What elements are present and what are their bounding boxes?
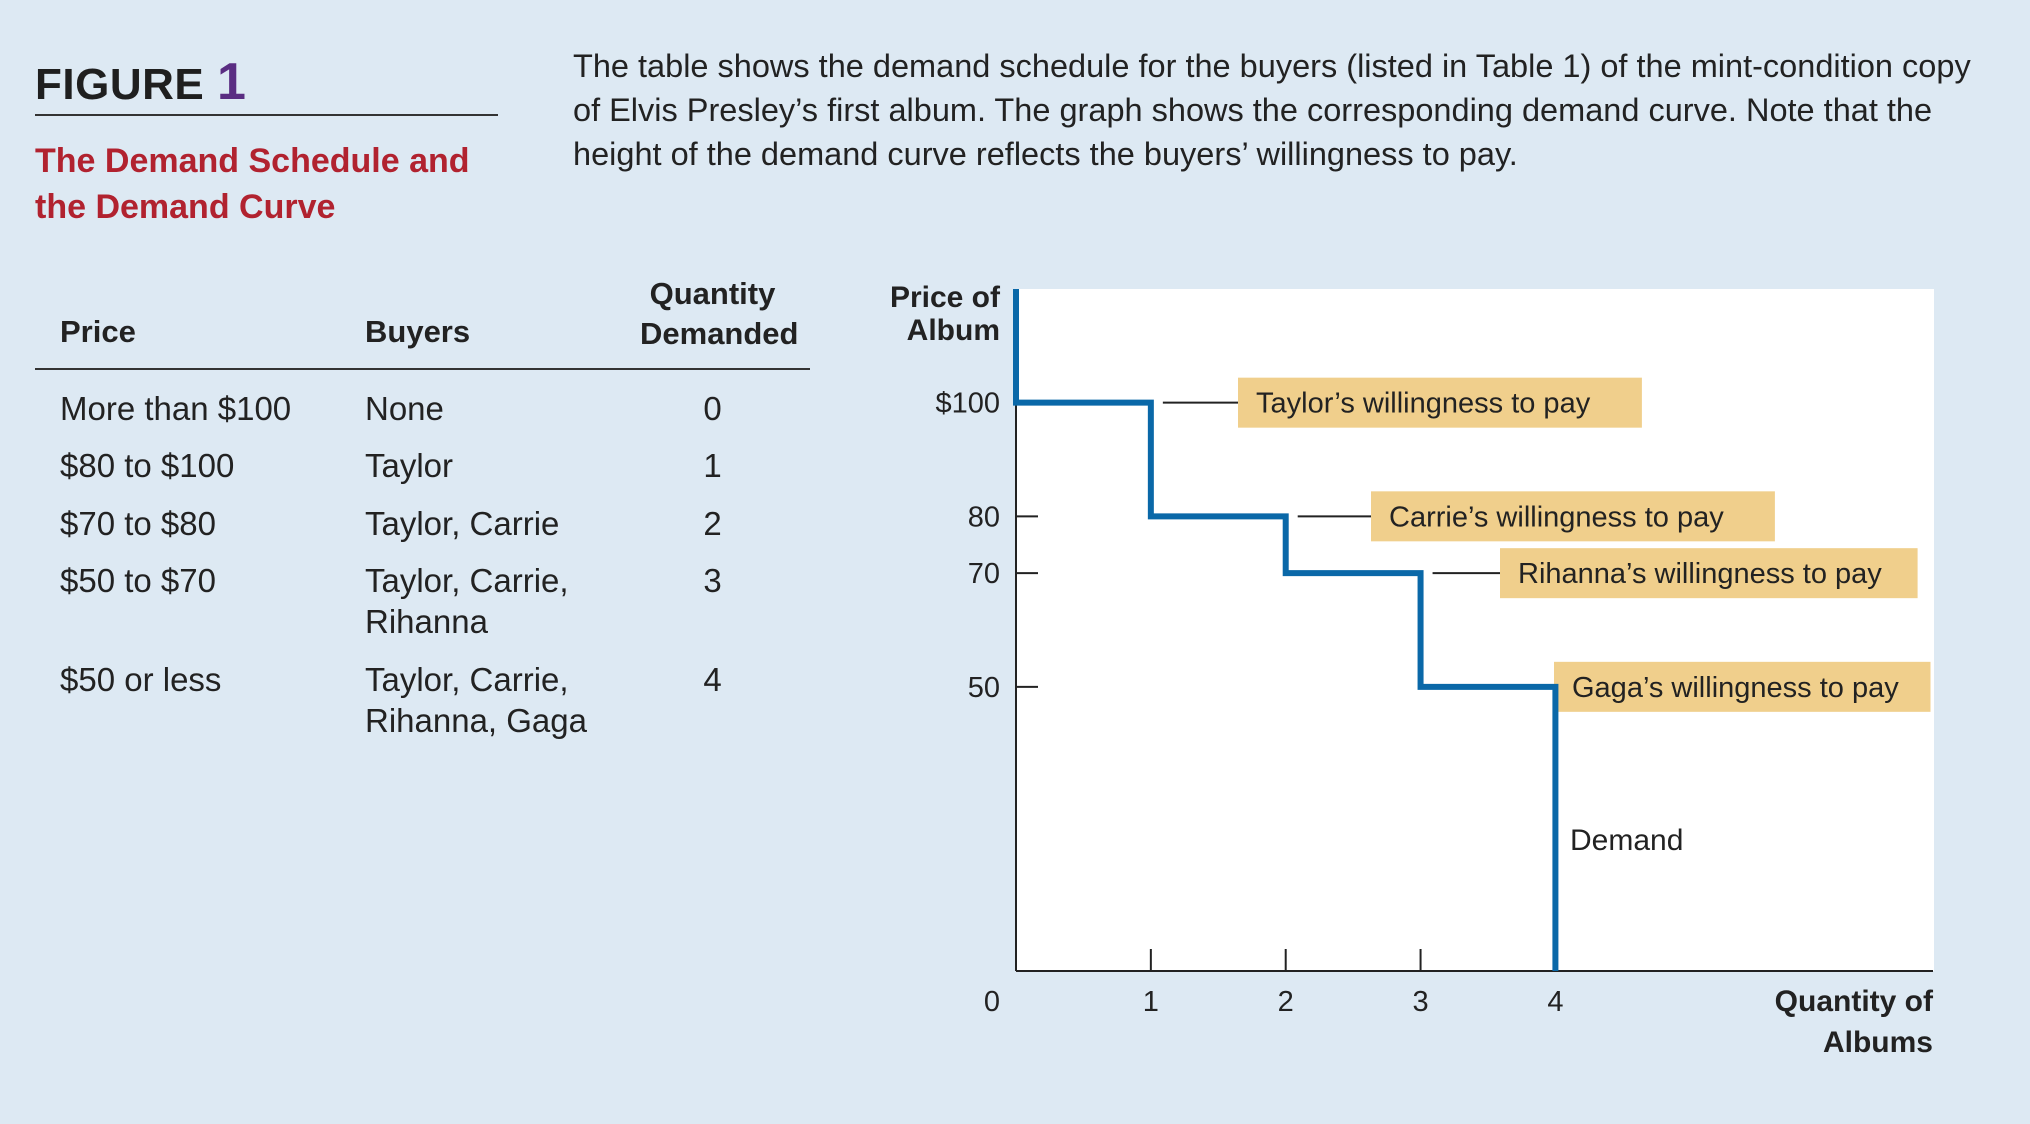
figure-label: FIGURE 1 (35, 52, 246, 112)
table-cell-price: $50 to $70 (60, 562, 216, 599)
demand-curve-line (1013, 289, 1559, 971)
table-header-divider (35, 368, 810, 370)
y-axis-label-line2: Album (907, 314, 1000, 347)
x-tick-label: 0 (984, 986, 1000, 1018)
table-header-price: Price (60, 314, 136, 349)
figure-number: 1 (216, 53, 247, 111)
table-cell-buyers-line1: Taylor, Carrie, (365, 562, 569, 599)
annotation-box (1554, 661, 1931, 712)
figure-subtitle: The Demand Schedule and the Demand Curve (35, 138, 495, 230)
table-cell-quantity: 1 (703, 447, 722, 484)
demand-series-label: Demand (1570, 824, 1683, 857)
x-tick-label: 2 (1278, 986, 1294, 1018)
figure-subtitle-line1: The Demand Schedule and (35, 142, 470, 180)
table-cell-buyers: None (365, 390, 444, 427)
x-axis-label-line2: Albums (1823, 1026, 1933, 1059)
table-cell-price: $50 or less (60, 661, 222, 698)
x-tick-label: 3 (1412, 986, 1428, 1018)
y-tick-label: 70 (968, 558, 1000, 590)
table-cell-price: $70 to $80 (60, 505, 216, 542)
table-cell-buyers: Taylor (365, 447, 454, 484)
annotation-label: Carrie’s willingness to pay (1389, 501, 1724, 533)
table-cell-buyers: Taylor, Carrie, Rihanna, Gaga (365, 659, 587, 741)
table-cell-quantity: 0 (703, 390, 722, 427)
table-header-buyers: Buyers (365, 314, 471, 349)
annotation-box (1500, 548, 1918, 599)
y-tick-label: 50 (968, 672, 1000, 704)
y-tick-label: $100 (935, 388, 1000, 420)
table-cell-buyers: Taylor, Carrie (365, 505, 560, 542)
table-cell-price: $80 to $100 (60, 447, 235, 484)
x-tick-label: 1 (1143, 986, 1159, 1018)
table-cell-quantity: 4 (703, 661, 722, 698)
annotation-label: Gaga’s willingness to pay (1572, 672, 1899, 704)
figure-label-text: FIGURE (35, 60, 205, 109)
table-header-quantity-line2: Demanded (640, 316, 799, 351)
table-cell-buyers-line1: Taylor, Carrie, (365, 661, 569, 698)
table-header-quantity: Quantity Demanded (640, 274, 799, 354)
annotation-box (1238, 377, 1642, 428)
table-cell-quantity: 3 (703, 562, 722, 599)
table-cell-buyers-line2: Rihanna (365, 603, 488, 640)
table-cell-buyers: Taylor, Carrie, Rihanna (365, 560, 569, 642)
table-header-quantity-line1: Quantity (649, 276, 776, 311)
figure-divider (35, 114, 498, 116)
annotation-label: Taylor’s willingness to pay (1256, 388, 1591, 420)
figure-caption: The table shows the demand schedule for … (573, 48, 1971, 172)
table-cell-price: More than $100 (60, 390, 292, 427)
annotation-label: Rihanna’s willingness to pay (1518, 558, 1882, 590)
table-cell-buyers-line2: Rihanna, Gaga (365, 702, 587, 739)
annotation-box (1371, 491, 1775, 542)
table-cell-quantity: 2 (703, 505, 722, 542)
y-tick-label: 80 (968, 501, 1000, 533)
y-axis-label-line1: Price of (890, 281, 1001, 314)
figure-subtitle-line2: the Demand Curve (35, 188, 336, 226)
x-tick-label: 4 (1547, 986, 1563, 1018)
x-axis-label-line1: Quantity of (1775, 985, 1934, 1018)
